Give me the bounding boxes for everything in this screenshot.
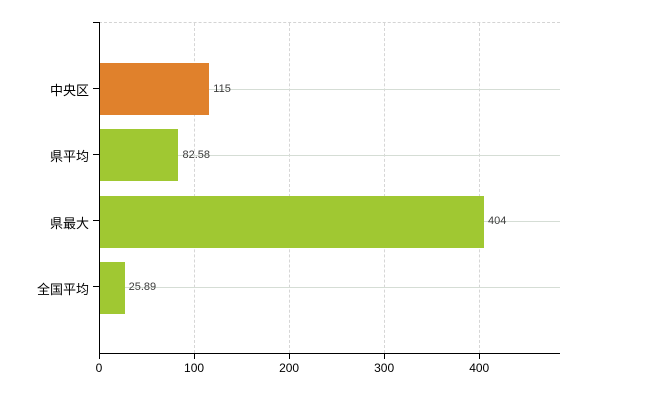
category-label: 県平均 xyxy=(49,149,89,165)
y-axis-end-tick xyxy=(93,22,99,23)
x-axis-tick xyxy=(99,353,100,359)
x-axis-tick-label: 300 xyxy=(374,361,395,375)
x-axis-tick-label: 400 xyxy=(469,361,490,375)
category-label: 県最大 xyxy=(49,215,89,231)
y-axis-tick xyxy=(93,286,99,288)
bar-value-label: 404 xyxy=(488,215,507,228)
bar-value-label: 115 xyxy=(213,82,231,95)
x-axis-tick-label: 0 xyxy=(95,361,103,375)
x-axis-tick xyxy=(289,353,291,359)
bar xyxy=(100,63,210,116)
x-axis-line xyxy=(99,353,560,354)
x-axis-tick-label: 200 xyxy=(279,361,300,375)
y-axis-tick xyxy=(93,87,99,89)
bar xyxy=(100,195,484,248)
vertical-gridline xyxy=(384,23,386,353)
y-axis-tick xyxy=(93,220,99,222)
plot-area: 115 82.58 404 25.89 xyxy=(99,22,560,353)
bar-value-label: 82.58 xyxy=(182,148,211,161)
x-axis-tick-label: 100 xyxy=(184,361,205,375)
bar-value-label: 25.89 xyxy=(128,281,157,294)
horizontal-gridline xyxy=(99,154,560,156)
x-axis-tick xyxy=(479,353,481,359)
category-label: 中央区 xyxy=(49,83,89,99)
x-axis-tick xyxy=(194,353,196,359)
x-axis-tick xyxy=(384,353,386,359)
vertical-gridline xyxy=(479,23,481,353)
vertical-gridline xyxy=(289,23,291,353)
y-axis-line xyxy=(99,22,100,353)
bar xyxy=(100,261,125,314)
y-axis-tick xyxy=(93,153,99,155)
horizontal-gridline xyxy=(99,287,560,289)
category-label: 全国平均 xyxy=(36,281,89,297)
vertical-gridline xyxy=(194,23,196,353)
horizontal-gridline xyxy=(99,88,560,90)
bar xyxy=(100,129,179,182)
